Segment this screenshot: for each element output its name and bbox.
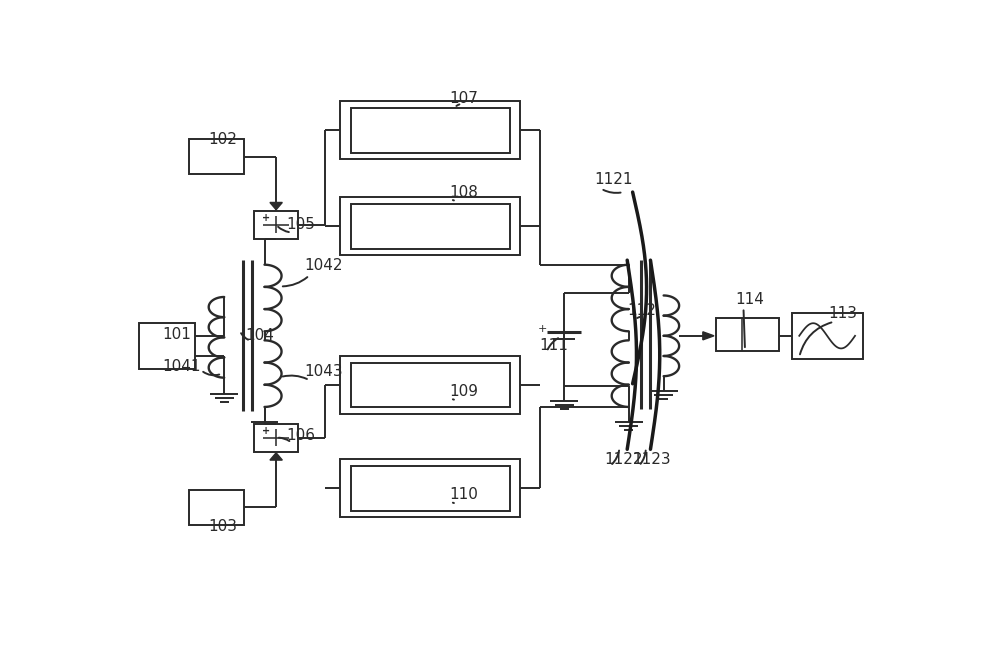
Bar [351, 466, 510, 511]
Text: +: + [538, 324, 547, 334]
Bar [351, 363, 510, 407]
Bar [340, 459, 520, 517]
Text: 109: 109 [449, 384, 478, 399]
Text: 1043: 1043 [305, 364, 343, 379]
Text: 1042: 1042 [305, 258, 343, 272]
Bar [340, 356, 520, 414]
Text: 106: 106 [286, 428, 315, 443]
Bar [340, 102, 520, 159]
Bar [351, 204, 510, 248]
Bar [716, 318, 779, 351]
Bar [139, 323, 195, 369]
Text: 114: 114 [735, 291, 764, 307]
Text: 105: 105 [286, 217, 315, 233]
Text: 108: 108 [449, 185, 478, 200]
Bar [189, 490, 244, 525]
Bar [340, 197, 520, 255]
Text: 104: 104 [245, 328, 274, 343]
Text: 107: 107 [449, 91, 478, 106]
Bar [792, 313, 863, 358]
Text: 101: 101 [162, 327, 191, 342]
Bar [254, 424, 298, 452]
Polygon shape [270, 453, 282, 460]
Text: 112: 112 [627, 303, 656, 318]
Bar [351, 108, 510, 153]
Bar [189, 139, 244, 174]
Text: 111: 111 [540, 339, 568, 354]
Text: 1123: 1123 [633, 452, 671, 467]
Polygon shape [270, 202, 282, 210]
Text: 113: 113 [829, 306, 858, 321]
Text: 1041: 1041 [162, 359, 201, 373]
Text: 103: 103 [209, 519, 238, 534]
Text: 102: 102 [209, 132, 238, 147]
Text: 1122: 1122 [604, 452, 642, 467]
Text: +: + [262, 426, 270, 436]
Text: 110: 110 [449, 487, 478, 502]
Bar [254, 211, 298, 239]
Text: 1121: 1121 [594, 172, 632, 187]
Text: +: + [262, 213, 270, 223]
Polygon shape [703, 332, 714, 340]
